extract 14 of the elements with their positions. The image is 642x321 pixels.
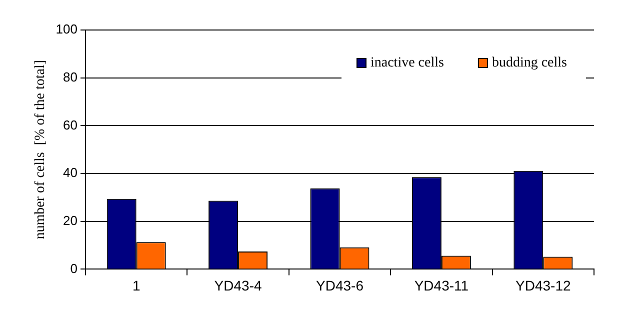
y-tick-label: 0 — [70, 260, 78, 276]
y-tick-label: 60 — [63, 117, 78, 132]
y-tick-label: 40 — [63, 165, 78, 180]
legend-label: inactive cells — [370, 56, 444, 71]
y-tick-label: 100 — [56, 22, 78, 37]
x-tick-label: YD43-11 — [414, 277, 469, 294]
x-tick-label: YD43-4 — [214, 277, 262, 294]
y-tick-label: 20 — [63, 212, 78, 228]
x-tick-label: YD43-12 — [516, 277, 571, 294]
legend-label: budding cells — [492, 56, 567, 71]
y-tick-label: 80 — [63, 69, 78, 84]
y-axis-title: number of cells [% of the total] — [33, 60, 48, 240]
x-tick-label: YD43-6 — [316, 277, 364, 294]
x-tick-label: 1 — [132, 277, 140, 294]
